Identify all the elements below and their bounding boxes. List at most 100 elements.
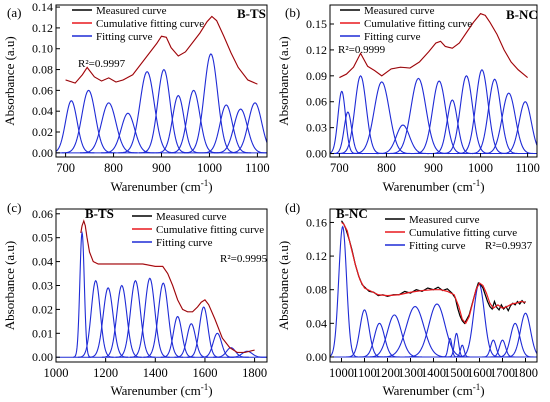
fitting-curve (160, 315, 195, 358)
measured-curve (80, 220, 255, 353)
y-tick-label: 0.00 (306, 147, 327, 161)
legend-entry: Fitting curve (364, 31, 421, 43)
fitting-curve (388, 77, 449, 155)
x-tick-label: 1700 (490, 366, 515, 380)
r-squared-label: R²=0.9997 (78, 58, 126, 70)
x-tick-label: 800 (104, 161, 123, 175)
fitting-curve (129, 277, 170, 358)
r-squared-label: R²=0.9937 (485, 240, 533, 252)
x-tick-label: 1300 (398, 366, 423, 380)
sample-label: B-NC (336, 206, 368, 221)
x-axis-label: Warenumber (cm-1) (110, 382, 212, 398)
y-tick-label: 0.08 (32, 63, 53, 77)
fitting-curve (366, 314, 423, 358)
x-tick-label: 1800 (242, 366, 267, 380)
y-axis-label: Absorbance (a.u) (2, 241, 17, 331)
plot-area (56, 219, 267, 358)
fitting-curve (454, 344, 470, 358)
fitting-curve (155, 94, 202, 154)
legend-entry: Measured curve (364, 5, 435, 17)
measured-curve (65, 16, 258, 85)
fitting-curve (412, 80, 466, 155)
y-tick-label: 0.01 (32, 326, 53, 340)
y-tick-label: 0.02 (32, 125, 53, 139)
legend-entry: Cumulative fitting curve (156, 224, 264, 236)
x-axis-label: Warenumber (cm-1) (382, 178, 484, 194)
legend-entry: Fitting curve (96, 31, 153, 43)
y-tick-label: 0.12 (306, 249, 327, 263)
panel-label: (d) (285, 200, 300, 215)
x-tick-label: 1000 (468, 161, 493, 175)
y-tick-label: 0.12 (32, 21, 53, 35)
fitting-curve (115, 279, 156, 358)
fitting-curve (118, 70, 176, 154)
chart-panel: 700 800 900 1000 1100 0.00 0.03 0.06 0.09 0.12 0.1… (276, 4, 540, 194)
y-tick-label: 0.04 (32, 104, 53, 118)
fitting-curve (330, 90, 357, 155)
y-tick-label: 0.06 (306, 95, 327, 109)
fitting-curve (505, 312, 537, 358)
plot-area (330, 12, 537, 155)
fitting-curve (441, 75, 491, 155)
x-tick-label: 1200 (93, 366, 118, 380)
y-axis-label: Absorbance (a.u) (276, 241, 291, 331)
fitting-curve (482, 92, 536, 155)
x-tick-label: 1400 (421, 366, 446, 380)
y-tick-label: 0.02 (32, 302, 53, 316)
fitting-curve (101, 284, 142, 358)
fitting-curve (490, 339, 515, 358)
fitting-curve (332, 111, 363, 155)
sample-label: B-TS (237, 6, 266, 21)
sample-label: B-NC (506, 7, 538, 22)
y-tick-label: 0.06 (32, 83, 53, 97)
x-tick-label: 800 (377, 161, 396, 175)
fitting-curve (174, 323, 209, 358)
plot-area (56, 15, 267, 154)
x-tick-label: 1000 (44, 366, 69, 380)
sample-label: B-TS (85, 206, 114, 221)
y-tick-label: 0.03 (306, 121, 327, 135)
legend-entry: Cumulative fitting curve (364, 18, 472, 30)
x-tick-label: 900 (424, 161, 443, 175)
legend-entry: Cumulative fitting curve (409, 227, 517, 239)
fitting-curve (431, 99, 474, 155)
y-tick-label: 0.00 (32, 146, 53, 160)
x-tick-label: 700 (56, 161, 75, 175)
x-tick-label: 1100 (515, 161, 540, 175)
x-axis-label: Warenumber (cm-1) (382, 382, 484, 398)
legend-entry: Measured curve (409, 214, 480, 226)
x-tick-label: 1600 (192, 366, 217, 380)
fitting-curve (496, 322, 534, 358)
y-tick-label: 0.03 (32, 279, 53, 293)
y-tick-label: 0.12 (306, 43, 327, 57)
x-tick-label: 700 (330, 161, 349, 175)
y-tick-label: 0.08 (306, 283, 327, 297)
fitting-curve (184, 53, 238, 154)
panel-label: (a) (7, 5, 21, 20)
fitting-curve (213, 108, 267, 154)
measured-curve (341, 220, 526, 325)
fitting-curve (470, 78, 520, 155)
plot-area (330, 220, 537, 358)
fitting-curve (457, 283, 501, 358)
x-tick-label: 900 (152, 161, 171, 175)
fitting-curve (88, 287, 129, 358)
y-tick-label: 0.14 (32, 0, 53, 14)
fitting-curve (359, 322, 400, 358)
fitting-curve (77, 279, 114, 358)
chart-panel: 1000 1200 1400 1600 1800 0.00 0.01 0.02 0.03 0.04… (2, 200, 268, 398)
y-tick-label: 0.00 (306, 350, 327, 364)
chart-panel: 700 800 900 1000 1100 0.00 0.02 0.04 0.06 0.08 0.1… (2, 0, 270, 194)
r-squared-label: R²=0.9995 (220, 253, 268, 265)
fitting-curve (500, 101, 537, 155)
r-squared-label: R²=0.9999 (338, 44, 386, 56)
fitting-curve (351, 81, 412, 155)
y-axis-label: Absorbance (a.u) (276, 36, 291, 126)
fitting-curve (61, 89, 116, 154)
y-axis-label: Absorbance (a.u) (2, 36, 17, 126)
y-tick-label: 0.00 (32, 350, 53, 364)
